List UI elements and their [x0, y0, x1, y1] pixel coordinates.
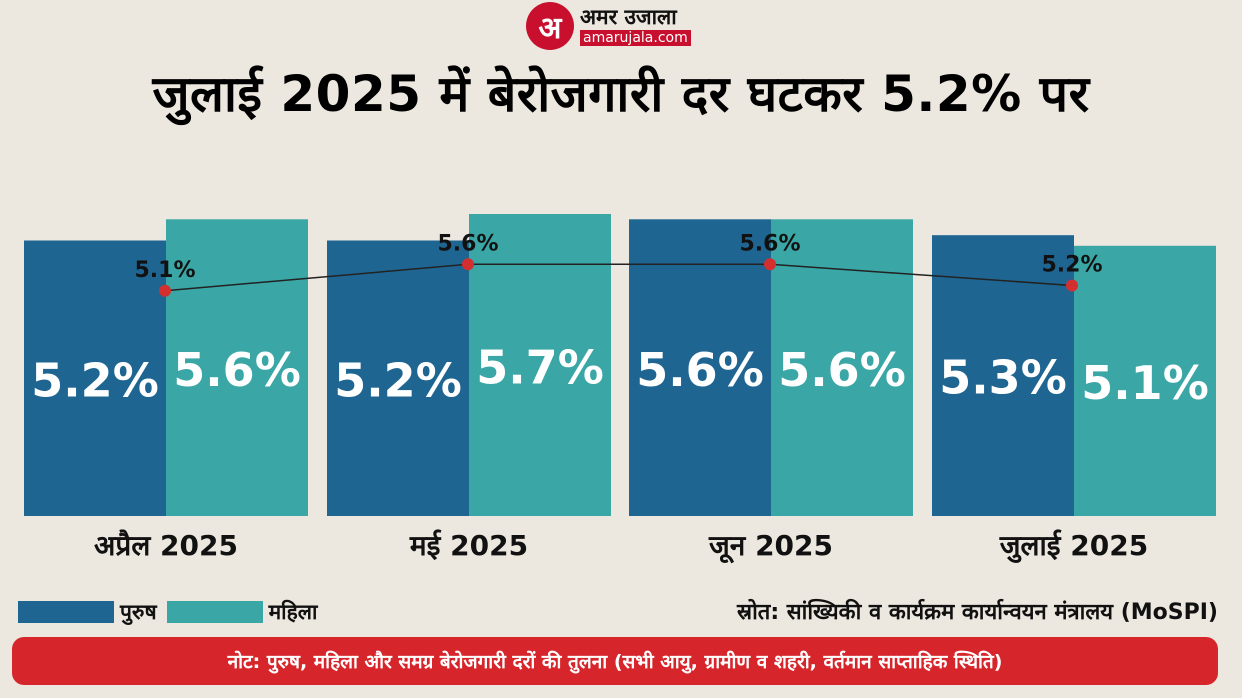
legend: पुरुष महिला	[18, 598, 327, 626]
bar-value-label: 5.6%	[173, 343, 301, 397]
overall-rate-label: 5.6%	[739, 231, 800, 256]
category-label: अप्रैल 2025	[94, 529, 238, 562]
chart-title: जुलाई 2025 में बेरोजगारी दर घटकर 5.2% पर	[152, 65, 1090, 123]
bar-male-3	[932, 235, 1074, 516]
bar-male-1	[327, 240, 469, 517]
bar-female-0	[166, 219, 308, 516]
bar-value-label: 5.7%	[476, 341, 604, 395]
source-text: स्रोत: सांख्यिकी व कार्यक्रम कार्यान्वयन…	[737, 600, 1218, 625]
overall-rate-marker	[1066, 279, 1078, 292]
legend-swatch-male	[18, 601, 114, 623]
overall-rate-label: 5.1%	[134, 258, 195, 283]
bar-male-2	[629, 219, 771, 516]
bar-value-label: 5.6%	[636, 343, 764, 397]
note-banner: नोट: पुरुष, महिला और समग्र बेरोजगारी दरो…	[12, 637, 1218, 685]
category-label: जुलाई 2025	[999, 529, 1148, 563]
bar-value-label: 5.3%	[939, 351, 1067, 405]
overall-rate-marker	[159, 284, 171, 297]
note-text: नोट: पुरुष, महिला और समग्र बेरोजगारी दरो…	[227, 651, 1003, 673]
overall-rate-marker	[462, 258, 474, 271]
category-label: मई 2025	[409, 529, 528, 562]
bar-value-label: 5.1%	[1081, 356, 1209, 410]
bar-male-0	[24, 240, 166, 517]
logo-url: amarujala.com	[580, 29, 691, 46]
logo-mark: अ	[526, 2, 574, 50]
overall-rate-marker	[764, 258, 776, 271]
amarujala-logo: अ अमर उजाला amarujala.com	[526, 2, 691, 50]
legend-label-female: महिला	[268, 600, 318, 624]
overall-rate-line	[164, 263, 1073, 292]
bar-value-label: 5.6%	[778, 343, 906, 397]
bar-female-3	[1074, 245, 1216, 516]
overall-rate-label: 5.2%	[1041, 252, 1102, 277]
logo-name: अमर उजाला	[580, 4, 677, 29]
category-label: जून 2025	[708, 529, 833, 564]
bar-chart: 5.2% 5.6% अप्रैल 2025 5.2% 5.7% मई 2025 5.6% 5.…	[24, 214, 1216, 564]
legend-swatch-female	[166, 601, 263, 623]
bar-value-label: 5.2%	[31, 353, 159, 407]
legend-label-male: पुरुष	[120, 600, 157, 624]
bar-value-label: 5.2%	[334, 353, 462, 407]
overall-rate-label: 5.6%	[437, 231, 498, 256]
